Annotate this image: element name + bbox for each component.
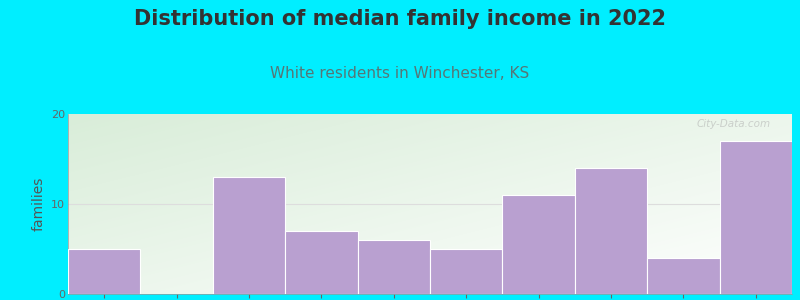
Bar (647, 258, 720, 294)
Text: City-Data.com: City-Data.com (696, 119, 770, 129)
Bar (285, 231, 358, 294)
Text: Distribution of median family income in 2022: Distribution of median family income in … (134, 9, 666, 29)
Bar (68, 249, 141, 294)
Bar (720, 141, 792, 294)
Bar (430, 249, 502, 294)
Y-axis label: families: families (31, 177, 46, 231)
Text: White residents in Winchester, KS: White residents in Winchester, KS (270, 66, 530, 81)
Bar (502, 195, 575, 294)
Bar (575, 168, 647, 294)
Bar (358, 240, 430, 294)
Bar (213, 177, 286, 294)
